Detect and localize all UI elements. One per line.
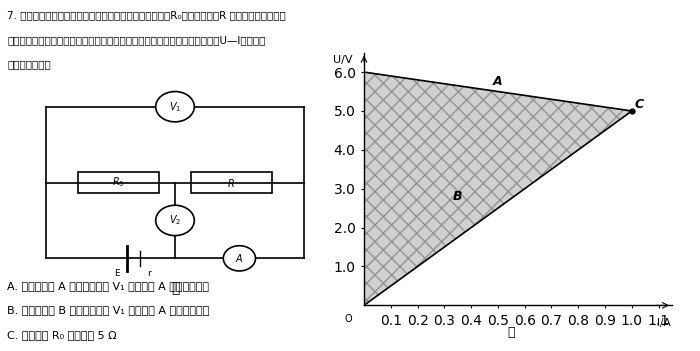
Text: A. 图乙中图线 A 是根据电压表 V₁ 与电流表 A 的读数作出的: A. 图乙中图线 A 是根据电压表 V₁ 与电流表 A 的读数作出的 <box>7 281 209 291</box>
Text: U/V: U/V <box>332 55 352 65</box>
Text: B: B <box>453 190 463 203</box>
Text: $V_2$: $V_2$ <box>169 213 181 227</box>
Text: $R_0$: $R_0$ <box>112 176 125 190</box>
Text: 乙: 乙 <box>508 326 515 339</box>
Text: A: A <box>493 75 503 88</box>
Text: 7. 如图甲所示，电路图中电压表、电流表都是理想电表，R₀是定値电阵，R 是滑动变阻器，当滑: 7. 如图甲所示，电路图中电压表、电流表都是理想电表，R₀是定値电阵，R 是滑动… <box>7 11 286 20</box>
Text: O: O <box>344 314 351 324</box>
Text: B. 图乙中图线 B 是根据电压表 V₁ 与电流表 A 的读数作出的: B. 图乙中图线 B 是根据电压表 V₁ 与电流表 A 的读数作出的 <box>7 305 209 315</box>
Text: $V_1$: $V_1$ <box>169 100 181 114</box>
Text: $A$: $A$ <box>235 252 244 264</box>
Bar <box>191 172 272 193</box>
Text: I/A: I/A <box>657 318 671 328</box>
Text: $R$: $R$ <box>228 177 235 188</box>
Circle shape <box>223 246 256 271</box>
Text: C: C <box>634 98 643 111</box>
Text: 如图乙所示。则: 如图乙所示。则 <box>7 60 50 69</box>
Bar <box>78 172 159 193</box>
Text: 甲: 甲 <box>171 282 179 296</box>
Circle shape <box>155 92 195 122</box>
Text: E: E <box>114 269 120 278</box>
Text: C. 定値电阵 R₀ 的阻値为 5 Ω: C. 定値电阵 R₀ 的阻値为 5 Ω <box>7 330 117 340</box>
Text: 动变阻器的滑片从一端滑至另一端时，把得到的电压表、电流表的数据画出的U—I关系图像: 动变阻器的滑片从一端滑至另一端时，把得到的电压表、电流表的数据画出的U—I关系图… <box>7 35 265 45</box>
Circle shape <box>155 205 195 236</box>
Text: r: r <box>148 269 151 278</box>
